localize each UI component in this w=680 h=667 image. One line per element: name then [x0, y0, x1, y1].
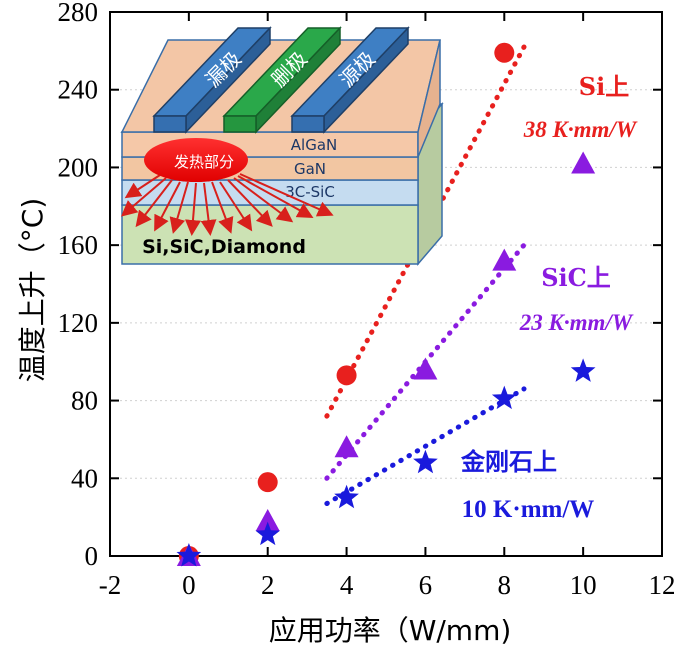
- x-tick-label: 0: [182, 570, 196, 600]
- x-axis-label: 应用功率（W/mm): [269, 614, 512, 647]
- gan-label: GaN: [294, 160, 326, 178]
- point-sic: [413, 357, 438, 380]
- y-tick-label: 120: [58, 308, 99, 338]
- heat-spot-label: 发热部分: [174, 153, 234, 171]
- point-sic: [492, 248, 517, 271]
- fit-line-2: [324, 386, 527, 507]
- diamond-series-label: 金刚石上: [460, 447, 557, 476]
- point-diamond: [255, 521, 281, 546]
- point-si: [257, 472, 278, 493]
- source-electrode: [290, 26, 410, 134]
- x-tick-label: 10: [570, 570, 597, 600]
- y-tick-label: 240: [58, 75, 99, 105]
- si-slope-label: 38 K·mm/W: [523, 117, 638, 142]
- x-tick-label: 12: [649, 570, 676, 600]
- si-series-label: Si上: [579, 72, 629, 101]
- sic-slope-label: 23 K·mm/W: [519, 310, 634, 335]
- point-diamond: [570, 358, 596, 382]
- substrate-label: Si,SiC,Diamond: [142, 236, 306, 258]
- point-sic: [334, 435, 359, 458]
- gate-electrode: [222, 26, 342, 134]
- x-tick-label: 6: [419, 570, 433, 600]
- heat-spot: [144, 138, 248, 182]
- sic-buffer-layer: [121, 179, 419, 206]
- y-axis-label: 温度上升（°C): [16, 198, 49, 382]
- y-tick-label: 200: [58, 152, 99, 182]
- stack-side-face: [417, 39, 441, 158]
- diamond-slope-label: 10 K·mm/W: [462, 496, 595, 523]
- heat-arrows: [120, 173, 334, 236]
- y-tick-label: 80: [71, 386, 98, 416]
- data-points: [176, 42, 596, 567]
- point-si: [494, 42, 515, 63]
- sic-series-label: SiC上: [541, 263, 611, 292]
- point-diamond: [176, 543, 202, 567]
- x-tick-label: 8: [498, 570, 512, 600]
- device-schematic-inset: 漏极 删极 源极 AlGaN GaN 3C-SiC 发热部分 Si,SiC,Di…: [120, 26, 444, 267]
- x-tick-label: 2: [261, 570, 275, 600]
- drain-electrode: [152, 26, 272, 134]
- y-tick-label: 280: [58, 0, 99, 27]
- point-diamond: [334, 484, 359, 509]
- x-tick-label: 4: [340, 570, 354, 600]
- plot-frame: [109, 11, 663, 557]
- point-diamond: [491, 385, 517, 410]
- point-sic: [571, 151, 596, 174]
- point-sic: [255, 509, 280, 532]
- x-tick-label: -2: [99, 570, 122, 600]
- y-tick-label: 40: [71, 463, 98, 493]
- sic-label: 3C-SiC: [285, 183, 335, 201]
- y-tick-label: 160: [58, 230, 99, 260]
- point-si: [336, 365, 357, 386]
- y-tick-label: 0: [85, 541, 99, 571]
- algan-label: AlGaN: [291, 136, 337, 154]
- point-diamond: [413, 449, 438, 474]
